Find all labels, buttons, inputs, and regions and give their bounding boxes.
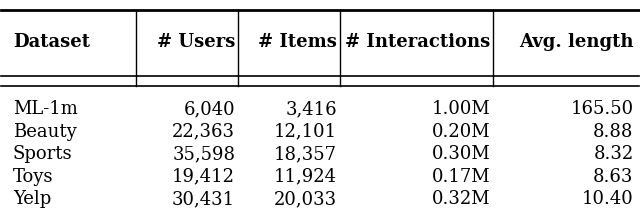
Text: 8.32: 8.32 [593,145,634,163]
Text: 0.20M: 0.20M [431,123,490,141]
Text: 165.50: 165.50 [570,100,634,118]
Text: 8.88: 8.88 [593,123,634,141]
Text: 3,416: 3,416 [285,100,337,118]
Text: 10.40: 10.40 [582,190,634,208]
Text: 11,924: 11,924 [274,168,337,186]
Text: 19,412: 19,412 [172,168,236,186]
Text: 12,101: 12,101 [274,123,337,141]
Text: Dataset: Dataset [13,33,90,51]
Text: 22,363: 22,363 [172,123,236,141]
Text: Toys: Toys [13,168,53,186]
Text: 0.30M: 0.30M [431,145,490,163]
Text: 6,040: 6,040 [184,100,236,118]
Text: 18,357: 18,357 [274,145,337,163]
Text: Beauty: Beauty [13,123,77,141]
Text: 0.32M: 0.32M [431,190,490,208]
Text: 30,431: 30,431 [172,190,236,208]
Text: 20,033: 20,033 [274,190,337,208]
Text: # Interactions: # Interactions [345,33,490,51]
Text: 35,598: 35,598 [172,145,236,163]
Text: Yelp: Yelp [13,190,51,208]
Text: Avg. length: Avg. length [519,33,634,51]
Text: ML-1m: ML-1m [13,100,77,118]
Text: 8.63: 8.63 [593,168,634,186]
Text: 1.00M: 1.00M [431,100,490,118]
Text: # Items: # Items [259,33,337,51]
Text: # Users: # Users [157,33,236,51]
Text: Sports: Sports [13,145,72,163]
Text: 0.17M: 0.17M [431,168,490,186]
